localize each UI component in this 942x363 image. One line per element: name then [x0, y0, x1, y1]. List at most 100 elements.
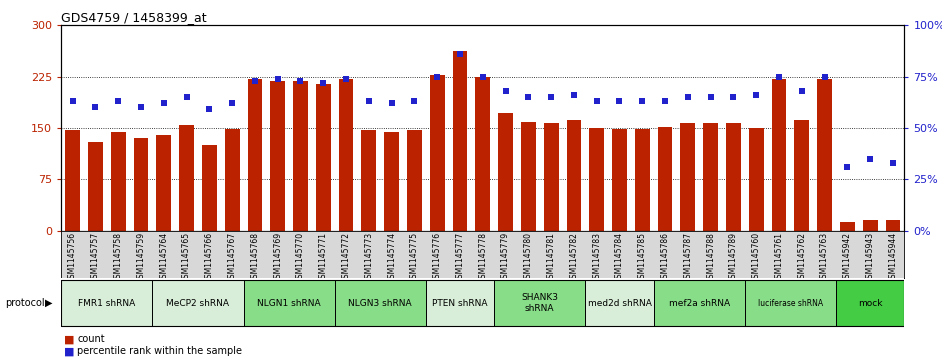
- Bar: [156, 135, 171, 231]
- Bar: [430, 75, 445, 231]
- Bar: [339, 79, 353, 231]
- Point: [521, 94, 536, 100]
- Bar: [521, 122, 536, 231]
- Text: mock: mock: [858, 299, 883, 307]
- Bar: [248, 79, 262, 231]
- Point: [430, 74, 445, 79]
- Point: [817, 74, 832, 79]
- Text: GSM1145773: GSM1145773: [365, 232, 373, 283]
- Bar: [334, 280, 426, 326]
- Bar: [749, 128, 764, 231]
- Point: [338, 76, 353, 82]
- Bar: [817, 79, 832, 231]
- Point: [134, 105, 149, 110]
- Point: [316, 80, 331, 86]
- Bar: [585, 280, 654, 326]
- Text: GSM1145788: GSM1145788: [706, 232, 715, 283]
- Text: NLGN3 shRNA: NLGN3 shRNA: [349, 299, 412, 307]
- Text: GSM1145774: GSM1145774: [387, 232, 397, 283]
- Text: GSM1145785: GSM1145785: [638, 232, 647, 283]
- Text: percentile rank within the sample: percentile rank within the sample: [77, 346, 242, 356]
- Text: GSM1145779: GSM1145779: [501, 232, 510, 283]
- Point: [452, 51, 467, 57]
- Point: [635, 98, 650, 104]
- Bar: [836, 280, 904, 326]
- Text: mef2a shRNA: mef2a shRNA: [669, 299, 730, 307]
- Text: GSM1145762: GSM1145762: [797, 232, 806, 283]
- Point: [179, 94, 194, 100]
- Point: [498, 88, 513, 94]
- Text: protocol: protocol: [5, 298, 44, 308]
- Point: [703, 94, 718, 100]
- Bar: [270, 81, 285, 231]
- Text: GSM1145789: GSM1145789: [729, 232, 738, 283]
- Text: GSM1145771: GSM1145771: [318, 232, 328, 283]
- Text: NLGN1 shRNA: NLGN1 shRNA: [257, 299, 321, 307]
- Point: [680, 94, 695, 100]
- Text: GSM1145760: GSM1145760: [752, 232, 761, 283]
- Bar: [566, 120, 581, 231]
- Text: GSM1145778: GSM1145778: [479, 232, 487, 283]
- Text: GSM1145777: GSM1145777: [456, 232, 464, 283]
- Text: GSM1145786: GSM1145786: [660, 232, 670, 283]
- Text: GSM1145770: GSM1145770: [296, 232, 305, 283]
- Text: GSM1145942: GSM1145942: [843, 232, 852, 283]
- Text: GSM1145782: GSM1145782: [569, 232, 578, 283]
- Point: [65, 98, 80, 104]
- Point: [612, 98, 627, 104]
- Text: GSM1145761: GSM1145761: [774, 232, 784, 283]
- Bar: [498, 113, 513, 231]
- Text: GSM1145768: GSM1145768: [251, 232, 259, 283]
- Bar: [495, 280, 585, 326]
- Bar: [885, 220, 901, 231]
- Bar: [863, 220, 878, 231]
- Text: GSM1145780: GSM1145780: [524, 232, 533, 283]
- Bar: [794, 120, 809, 231]
- Bar: [771, 79, 787, 231]
- Bar: [840, 222, 854, 231]
- Text: GSM1145772: GSM1145772: [342, 232, 350, 283]
- Text: GSM1145787: GSM1145787: [683, 232, 692, 283]
- Point: [293, 78, 308, 84]
- Text: GSM1145756: GSM1145756: [68, 232, 77, 283]
- Point: [362, 98, 377, 104]
- Text: med2d shRNA: med2d shRNA: [588, 299, 652, 307]
- Point: [248, 78, 263, 84]
- Point: [156, 101, 171, 106]
- Bar: [726, 123, 740, 231]
- Bar: [476, 77, 490, 231]
- Text: GSM1145765: GSM1145765: [182, 232, 191, 283]
- Bar: [452, 52, 467, 231]
- Text: GSM1145758: GSM1145758: [114, 232, 122, 283]
- Point: [840, 164, 855, 170]
- Text: GSM1145784: GSM1145784: [615, 232, 624, 283]
- Point: [771, 74, 787, 79]
- Text: GSM1145769: GSM1145769: [273, 232, 283, 283]
- Point: [475, 74, 490, 79]
- Bar: [244, 280, 334, 326]
- Point: [885, 160, 901, 166]
- Bar: [293, 81, 308, 231]
- Point: [202, 107, 217, 113]
- Text: GSM1145757: GSM1145757: [91, 232, 100, 283]
- Bar: [654, 280, 745, 326]
- Text: GSM1145764: GSM1145764: [159, 232, 169, 283]
- Bar: [590, 128, 604, 231]
- Point: [658, 98, 673, 104]
- Bar: [384, 132, 399, 231]
- Text: GSM1145783: GSM1145783: [593, 232, 601, 283]
- Bar: [745, 280, 836, 326]
- Text: GSM1145767: GSM1145767: [228, 232, 236, 283]
- Bar: [612, 129, 626, 231]
- Text: GSM1145944: GSM1145944: [888, 232, 898, 283]
- Bar: [225, 129, 239, 231]
- Point: [589, 98, 604, 104]
- Bar: [407, 130, 422, 231]
- Bar: [426, 280, 495, 326]
- Bar: [153, 280, 244, 326]
- Text: GSM1145766: GSM1145766: [204, 232, 214, 283]
- Bar: [179, 125, 194, 231]
- Bar: [65, 130, 80, 231]
- Point: [794, 88, 809, 94]
- Point: [384, 101, 399, 106]
